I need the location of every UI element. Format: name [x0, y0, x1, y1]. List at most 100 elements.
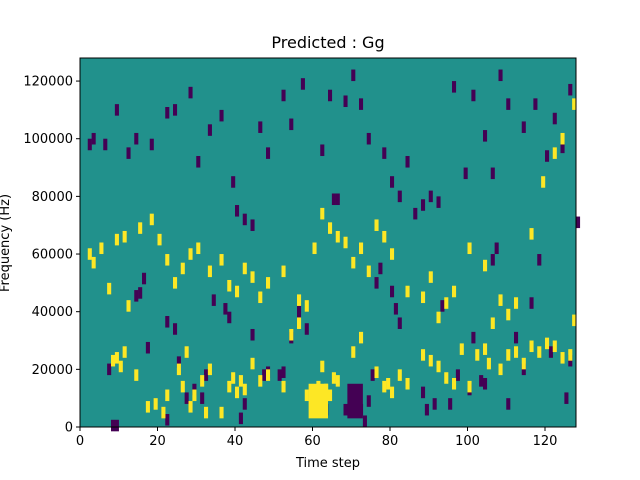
high-cell-110 [483, 259, 488, 272]
y-tick-label-3: 60000 [32, 248, 73, 263]
high-cell-5 [145, 401, 150, 413]
low-cell-66 [107, 363, 112, 376]
low-cell-42 [397, 317, 402, 329]
high-cell-20 [235, 386, 240, 399]
high-cell-106 [436, 311, 441, 324]
y-tick-label-5: 100000 [23, 132, 73, 147]
low-cell-36 [366, 395, 371, 407]
low-cell-48 [455, 369, 460, 381]
high-cell-3 [122, 346, 127, 358]
high-cell-21 [238, 375, 243, 387]
high-cell-15 [204, 406, 209, 419]
low-cell-98 [428, 190, 433, 203]
high-cell-93 [320, 207, 325, 220]
low-cell-110 [552, 112, 557, 125]
high-cell-40 [382, 380, 387, 393]
high-cell-38 [359, 331, 364, 344]
high-cell-27 [289, 328, 294, 341]
low-cell-4 [138, 287, 143, 299]
high-cell-41 [386, 377, 391, 390]
high-cell-83 [227, 279, 232, 292]
high-cell-36 [335, 375, 340, 387]
low-cell-61 [564, 392, 569, 404]
low-cell-74 [196, 156, 201, 168]
low-cell-85 [300, 78, 305, 90]
low-cell-81 [258, 121, 263, 133]
high-cell-8 [165, 389, 170, 402]
low-cell-56 [514, 331, 519, 344]
low-cell-104 [490, 167, 495, 180]
high-cell-114 [514, 297, 519, 309]
high-cell-14 [200, 375, 205, 387]
low-cell-7 [165, 316, 170, 328]
high-cell-67 [91, 256, 96, 269]
y-tick-label-2: 40000 [32, 305, 73, 320]
low-cell-63 [87, 138, 92, 151]
low-cell-77 [231, 176, 236, 188]
high-cell-29 [304, 389, 309, 402]
high-cell-23 [250, 357, 255, 370]
low-cell-20 [262, 369, 267, 381]
x-tick-label-1: 20 [149, 434, 166, 449]
high-cell-56 [506, 349, 511, 361]
high-cell-58 [521, 357, 526, 370]
low-cell-96 [413, 207, 418, 220]
high-cell-119 [572, 98, 577, 110]
low-cell-47 [448, 398, 453, 410]
low-cell-87 [328, 89, 333, 102]
high-cell-42 [390, 386, 395, 399]
high-blob [308, 383, 328, 419]
high-cell-24 [258, 375, 263, 387]
low-cell-105 [498, 69, 503, 82]
low-cell-89 [351, 69, 356, 82]
low-cell-23 [281, 366, 286, 378]
low-cell-101 [463, 167, 468, 180]
low-cell-15 [223, 303, 228, 315]
high-cell-112 [498, 294, 503, 306]
y-tick-label-6: 120000 [23, 75, 73, 90]
high-cell-28 [297, 317, 302, 329]
low-cell-112 [568, 83, 573, 96]
high-cell-94 [328, 222, 333, 234]
low-cell-51 [479, 375, 484, 387]
high-cell-104 [421, 291, 426, 304]
high-cell-109 [467, 242, 472, 255]
low-cell-9 [176, 356, 181, 368]
low-cell-84 [289, 118, 294, 131]
low-cell-79 [242, 213, 247, 226]
high-cell-84 [235, 285, 240, 298]
y-axis-label: Frequency (Hz) [0, 194, 13, 292]
low-cell-76 [219, 109, 224, 122]
low-cell-1 [114, 419, 119, 432]
high-cell-4 [134, 369, 139, 381]
low-cell-100 [452, 81, 457, 93]
low-cell-103 [483, 130, 488, 142]
high-cell-73 [138, 222, 143, 234]
heatmap-background [80, 58, 576, 427]
high-cell-10 [180, 380, 185, 393]
high-cell-17 [219, 406, 224, 419]
high-cell-60 [537, 346, 542, 358]
high-cell-98 [359, 242, 364, 255]
low-cell-28 [331, 193, 336, 206]
high-cell-90 [297, 294, 302, 306]
high-cell-65 [572, 314, 577, 327]
high-cell-111 [490, 317, 495, 329]
low-cell-88 [343, 95, 348, 108]
high-cell-39 [374, 366, 379, 378]
x-tick-label-2: 40 [227, 434, 244, 449]
low-cell-54 [494, 242, 499, 255]
high-cell-22 [242, 383, 247, 396]
high-cell-68 [99, 242, 104, 255]
low-cell-90 [359, 98, 364, 110]
high-cell-99 [366, 265, 371, 278]
low-cell-46 [440, 300, 445, 312]
plot-frame [79, 57, 577, 428]
low-cell-93 [390, 176, 395, 188]
y-tick-label-1: 20000 [32, 363, 73, 378]
high-cell-25 [266, 369, 271, 381]
high-cell-49 [452, 377, 457, 390]
high-cell-13 [192, 389, 197, 402]
low-cell-18 [242, 398, 247, 410]
